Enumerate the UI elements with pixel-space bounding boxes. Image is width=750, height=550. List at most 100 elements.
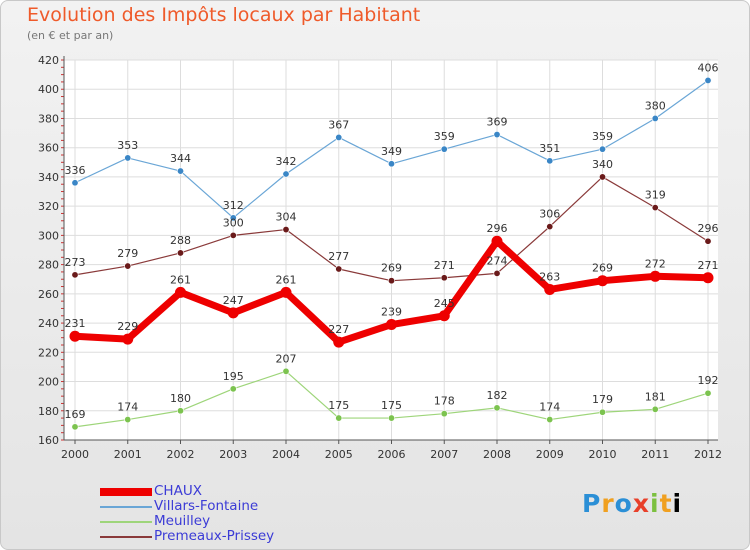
x-tick-label: 2000 [61, 448, 89, 461]
data-label: 380 [645, 99, 666, 112]
x-tick-label: 2012 [694, 448, 722, 461]
legend-swatch [100, 521, 152, 523]
chart-subtitle: (en € et par an) [27, 29, 114, 42]
data-label: 359 [592, 130, 613, 143]
legend-swatch [100, 506, 152, 508]
data-label: 344 [170, 152, 191, 165]
data-point [440, 410, 448, 418]
data-point [597, 275, 608, 287]
data-label: 175 [328, 399, 349, 412]
data-label: 369 [487, 116, 508, 129]
y-tick-label: 240 [38, 317, 59, 330]
y-tick-label: 260 [38, 288, 59, 301]
logo-letter: x [632, 489, 650, 518]
legend-swatch [100, 536, 152, 538]
logo-letter: P [582, 489, 602, 518]
data-point [282, 367, 290, 375]
data-point [546, 223, 554, 231]
data-point [387, 414, 395, 422]
legend-label: Premeaux-Prissey [154, 528, 275, 544]
x-tick-label: 2009 [536, 448, 564, 461]
data-point [491, 235, 503, 247]
y-tick-label: 220 [38, 346, 59, 359]
data-point [651, 204, 659, 212]
data-label: 367 [328, 118, 349, 131]
x-tick-label: 2002 [167, 448, 195, 461]
data-point [546, 416, 554, 424]
data-label: 245 [434, 297, 455, 310]
data-point [335, 133, 343, 141]
data-label: 288 [170, 234, 191, 247]
data-label: 351 [539, 142, 560, 155]
x-tick-label: 2008 [483, 448, 511, 461]
data-label: 273 [65, 256, 86, 269]
data-point [177, 167, 185, 175]
data-point [69, 330, 81, 342]
logo-letter: i [650, 489, 660, 518]
data-label: 353 [117, 139, 138, 152]
logo-letter: t [659, 489, 673, 518]
x-tick-label: 2004 [272, 448, 300, 461]
data-point [649, 270, 661, 282]
data-label: 231 [65, 317, 86, 330]
y-tick-label: 180 [38, 405, 59, 418]
data-label: 261 [276, 273, 297, 286]
data-label: 195 [223, 370, 244, 383]
data-label: 279 [117, 247, 138, 260]
data-point [229, 231, 237, 239]
data-label: 269 [381, 262, 402, 275]
y-tick-label: 280 [38, 259, 59, 272]
data-label: 349 [381, 145, 402, 158]
data-point [282, 170, 290, 178]
data-label: 340 [592, 158, 613, 171]
data-label: 169 [65, 408, 86, 421]
data-point [651, 405, 659, 413]
data-point [333, 336, 345, 348]
data-label: 175 [381, 399, 402, 412]
data-point [335, 414, 343, 422]
data-label: 207 [276, 352, 297, 365]
data-point [387, 277, 395, 285]
data-label: 277 [328, 250, 349, 263]
data-point [544, 283, 556, 295]
legend-label: CHAUX [154, 483, 202, 499]
data-point [598, 408, 606, 416]
y-tick-label: 160 [38, 434, 59, 447]
x-tick-label: 2006 [378, 448, 406, 461]
data-point [124, 262, 132, 270]
data-point [651, 114, 659, 122]
data-label: 269 [592, 262, 613, 275]
data-label: 229 [117, 320, 138, 333]
x-tick-label: 2011 [641, 448, 669, 461]
data-point [704, 237, 712, 245]
data-label: 179 [592, 393, 613, 406]
data-label: 296 [698, 222, 719, 235]
data-label: 174 [539, 401, 560, 414]
legend-label: Meuilley [154, 513, 211, 529]
logo-letter: o [614, 489, 633, 518]
data-point [493, 404, 501, 412]
data-point [122, 333, 134, 345]
data-point [124, 154, 132, 162]
data-point [229, 214, 237, 222]
data-label: 296 [487, 222, 508, 235]
legend-swatch [100, 488, 152, 496]
data-point [493, 269, 501, 277]
data-label: 312 [223, 199, 244, 212]
data-point [71, 271, 79, 279]
data-label: 306 [539, 208, 560, 221]
data-point [335, 265, 343, 273]
data-point [227, 307, 239, 319]
data-label: 271 [434, 259, 455, 272]
proxiti-logo: Proxiti [582, 489, 682, 518]
data-label: 182 [487, 389, 508, 402]
data-point [386, 319, 397, 331]
data-label: 263 [539, 270, 560, 283]
data-label: 180 [170, 392, 191, 405]
y-tick-label: 200 [38, 376, 59, 389]
data-point [387, 160, 395, 168]
y-tick-label: 340 [38, 171, 59, 184]
data-point [704, 76, 712, 84]
data-label: 406 [698, 61, 719, 74]
x-tick-label: 2007 [430, 448, 458, 461]
